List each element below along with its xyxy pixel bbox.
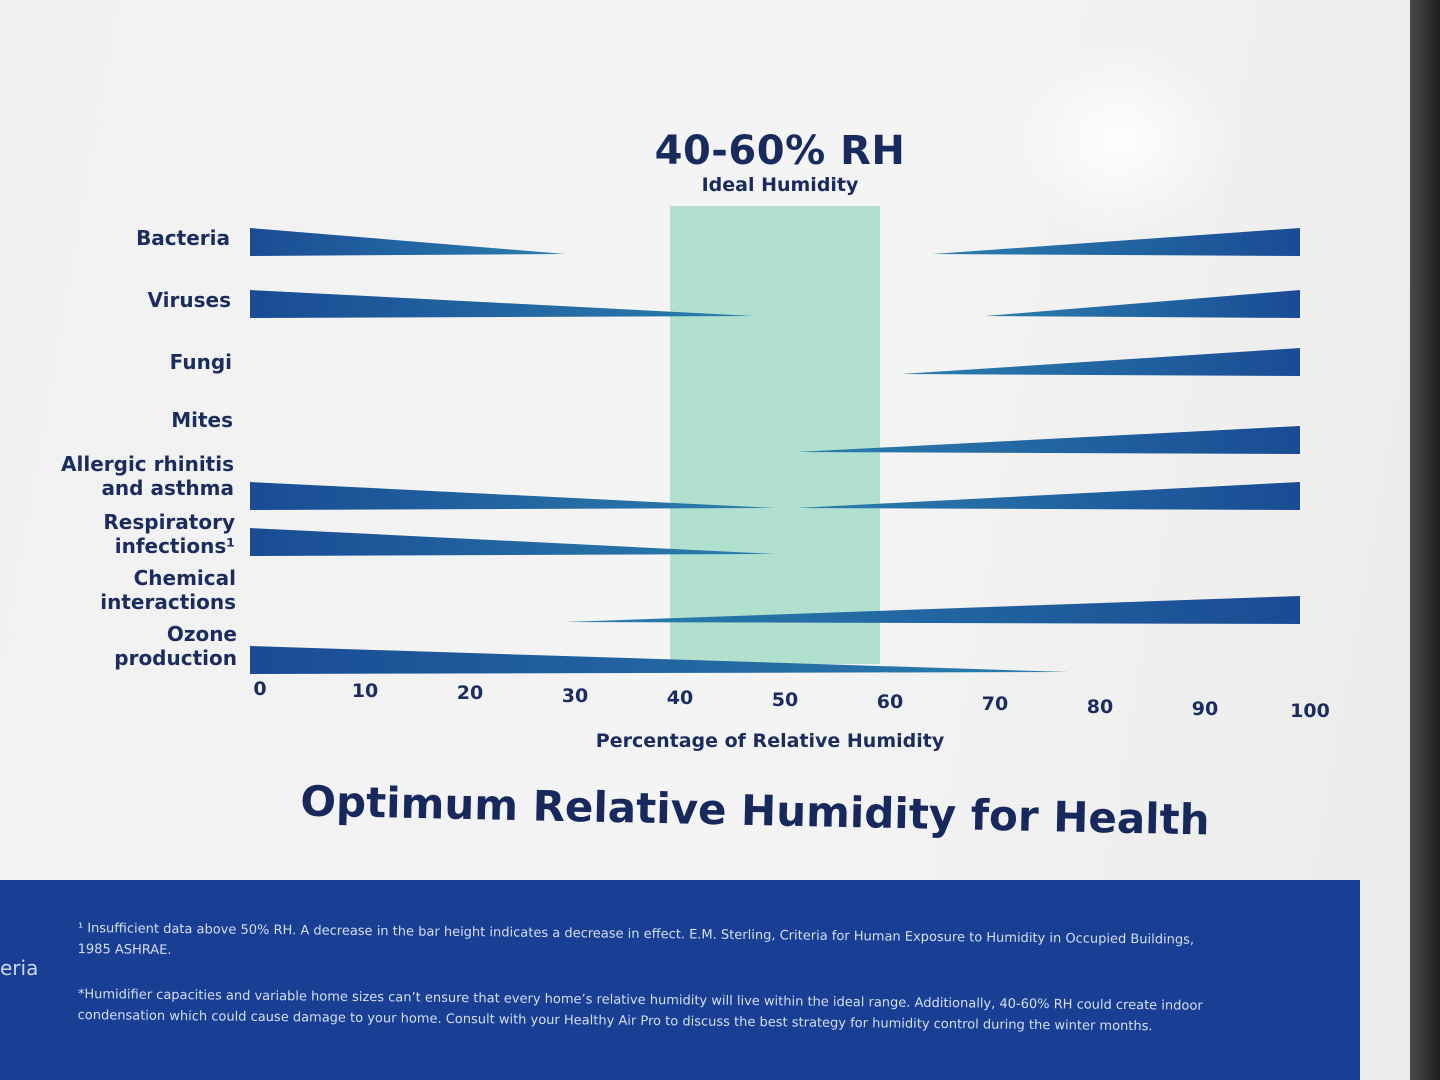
wedge-bar-2 bbox=[250, 290, 754, 318]
wedge-bar-6 bbox=[250, 482, 775, 510]
x-tick-60: 60 bbox=[876, 691, 904, 714]
ideal-humidity-band bbox=[670, 206, 880, 664]
x-tick-80: 80 bbox=[1086, 695, 1114, 718]
ideal-range-subtitle: Ideal Humidity bbox=[701, 174, 859, 196]
x-tick-100: 100 bbox=[1290, 700, 1330, 722]
wedge-bar-5 bbox=[796, 426, 1300, 454]
category-label-7: Ozone production bbox=[114, 622, 237, 670]
x-tick-30: 30 bbox=[561, 684, 589, 707]
poster-board: 40-60% RH Ideal Humidity Bacteria Viruses… bbox=[0, 0, 1410, 1080]
category-label-3: Mites bbox=[171, 408, 233, 432]
category-label-1: Viruses bbox=[147, 288, 231, 312]
wedge-bar-8 bbox=[250, 528, 775, 556]
category-label-2: Fungi bbox=[169, 350, 232, 374]
x-tick-0: 0 bbox=[253, 678, 267, 700]
background-edge bbox=[1410, 0, 1440, 1080]
wedge-bar-0 bbox=[250, 228, 565, 256]
x-tick-40: 40 bbox=[666, 686, 694, 709]
ideal-range-title: 40-60% RH bbox=[654, 128, 906, 174]
humidity-chart bbox=[250, 206, 1300, 674]
wedge-bar-3 bbox=[985, 290, 1300, 318]
category-label-6: Chemical interactions bbox=[100, 566, 236, 614]
wedge-bar-4 bbox=[901, 348, 1300, 376]
wedge-bar-7 bbox=[796, 482, 1300, 510]
x-tick-20: 20 bbox=[456, 682, 484, 705]
category-label-0: Bacteria bbox=[136, 226, 230, 250]
x-tick-70: 70 bbox=[981, 693, 1009, 716]
wedge-bar-10 bbox=[250, 646, 1069, 674]
x-axis-label: Percentage of Relative Humidity bbox=[595, 730, 945, 752]
wedge-bar-1 bbox=[932, 228, 1300, 256]
wedge-bar-9 bbox=[565, 596, 1300, 624]
x-tick-90: 90 bbox=[1191, 697, 1219, 720]
x-tick-50: 50 bbox=[771, 689, 799, 711]
category-label-5: Respiratory infections¹ bbox=[103, 510, 235, 558]
side-text-fragment: eria bbox=[0, 956, 39, 980]
x-tick-10: 10 bbox=[351, 680, 379, 703]
category-label-4: Allergic rhinitis and asthma bbox=[61, 452, 234, 500]
footer-band bbox=[0, 880, 1360, 1080]
